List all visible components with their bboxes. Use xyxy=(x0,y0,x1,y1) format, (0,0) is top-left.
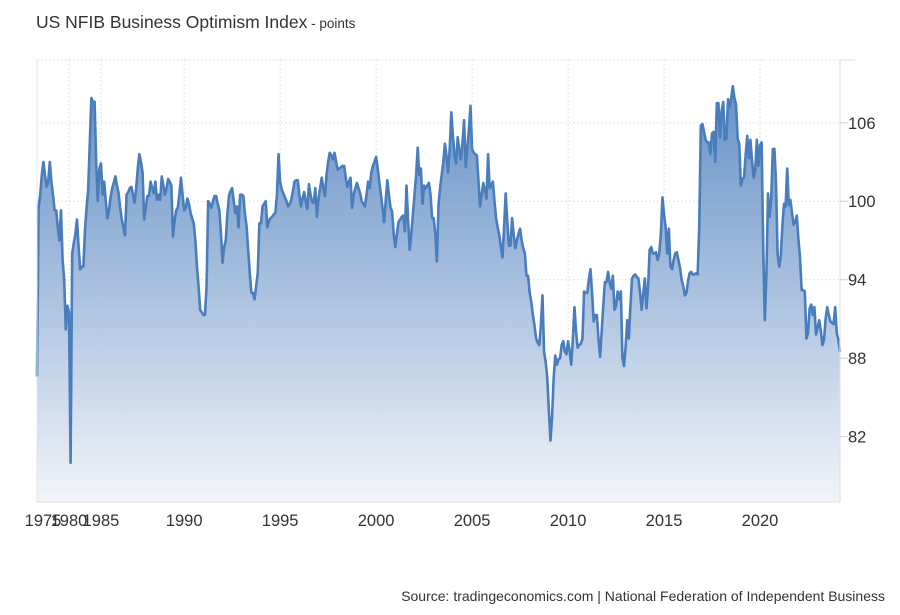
x-tick-label: 2015 xyxy=(646,512,683,530)
title-text: US NFIB Business Optimism Index xyxy=(36,12,308,32)
x-tick-label: 2000 xyxy=(358,512,395,530)
series-fill xyxy=(37,86,840,503)
x-tick-label: 2020 xyxy=(742,512,779,530)
x-tick-label: 2005 xyxy=(454,512,491,530)
x-tick-label: 1990 xyxy=(166,512,203,530)
x-tick-label: 1995 xyxy=(262,512,299,530)
y-tick-label: 94 xyxy=(848,272,866,290)
x-tick-label: 1985 xyxy=(83,512,120,530)
y-axis-labels: 82 88 94 100 106 xyxy=(840,115,876,447)
y-tick-label: 100 xyxy=(848,193,876,211)
x-tick-label: 1980 xyxy=(51,512,88,530)
axes xyxy=(36,59,855,503)
x-tick-label: 2010 xyxy=(550,512,587,530)
unit-label: - points xyxy=(307,16,356,31)
source-note: Source: tradingeconomics.com | National … xyxy=(401,588,885,604)
series-area xyxy=(35,84,842,503)
x-tick-label: 1975 xyxy=(25,512,62,530)
y-tick-label: 88 xyxy=(848,350,866,368)
chart-title: US NFIB Business Optimism Index - points xyxy=(36,12,355,33)
y-tick-label: 106 xyxy=(848,115,876,133)
y-tick-label: 82 xyxy=(848,429,866,447)
